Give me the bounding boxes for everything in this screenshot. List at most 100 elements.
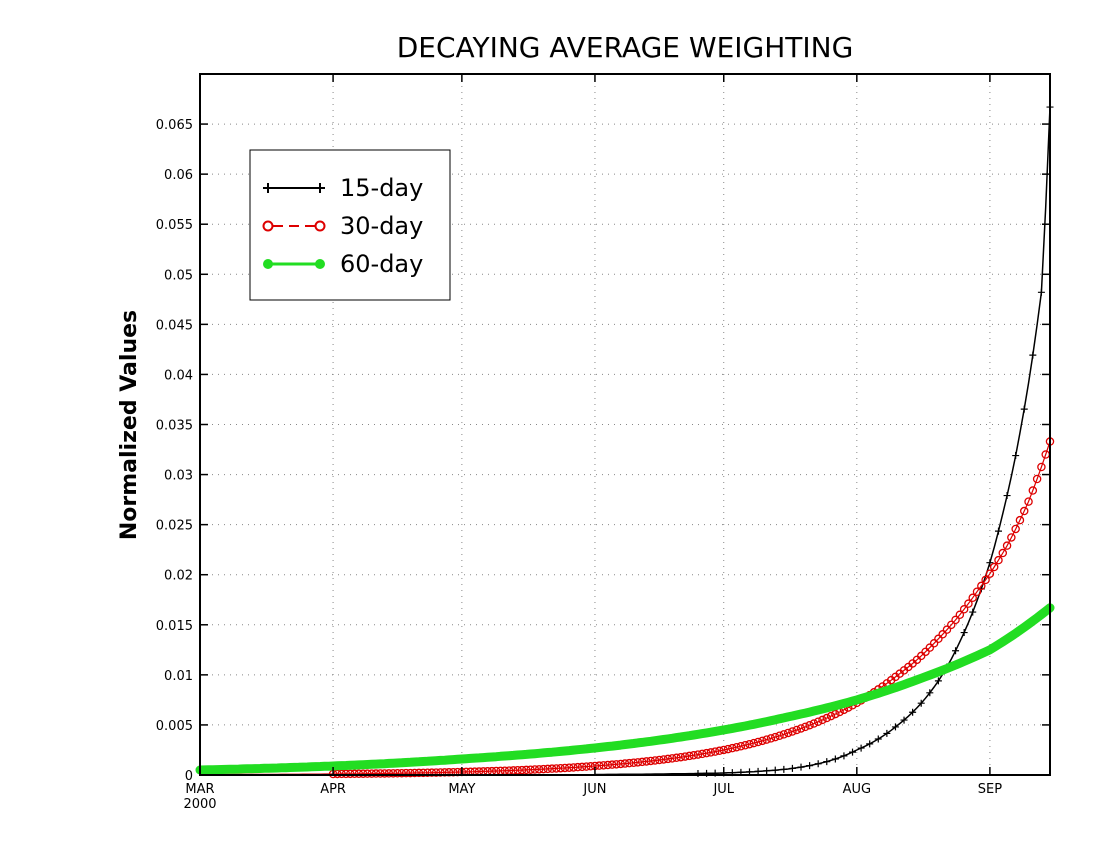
y-tick-label: 0.02 xyxy=(164,569,193,584)
series-point xyxy=(831,709,840,719)
series-point xyxy=(564,763,574,772)
series-point xyxy=(766,734,776,743)
series-point xyxy=(813,717,823,727)
series-point xyxy=(959,605,969,614)
series-point xyxy=(706,748,716,757)
series-point xyxy=(436,768,445,777)
series-point xyxy=(1020,405,1028,413)
series-point xyxy=(698,749,707,759)
series-point xyxy=(780,765,788,773)
series-point xyxy=(719,745,728,755)
series-point xyxy=(655,755,664,765)
series-point xyxy=(616,759,625,769)
series-point xyxy=(788,727,797,736)
series-point xyxy=(960,629,968,637)
series-point xyxy=(672,753,681,763)
series-point xyxy=(1032,474,1042,484)
series-point xyxy=(1003,492,1011,500)
x-tick-label: APR xyxy=(320,782,346,797)
series-point xyxy=(607,760,617,769)
series-point xyxy=(513,765,522,775)
series-point xyxy=(410,768,419,778)
series-point xyxy=(427,768,437,777)
series-point xyxy=(393,769,402,778)
series-point xyxy=(552,764,561,773)
grid xyxy=(200,74,1050,775)
series-point xyxy=(753,737,763,747)
series-point xyxy=(917,699,925,707)
series-point xyxy=(710,747,720,756)
y-tick-label: 0.03 xyxy=(164,469,193,484)
series-point xyxy=(754,767,762,775)
y-tick-label: 0.005 xyxy=(156,719,193,734)
series-point xyxy=(840,752,848,760)
series-point xyxy=(818,715,827,725)
series-point xyxy=(388,769,398,778)
y-tick-label: 0.05 xyxy=(164,268,193,283)
series-point xyxy=(715,746,724,756)
series-point xyxy=(857,744,865,752)
y-tick-label: 0.035 xyxy=(156,419,193,434)
y-tick-label: 0.015 xyxy=(156,619,193,634)
series-point xyxy=(406,768,415,778)
series-point xyxy=(762,735,771,744)
legend-marker xyxy=(262,220,274,232)
series-point xyxy=(663,754,673,764)
series-point xyxy=(384,769,394,778)
series-point xyxy=(423,768,432,778)
series-point xyxy=(934,634,943,644)
series-point xyxy=(831,755,839,763)
series-point xyxy=(866,740,874,748)
series-point xyxy=(341,769,351,779)
series-point xyxy=(934,677,942,685)
series-point xyxy=(693,750,703,759)
series-point xyxy=(797,763,805,771)
series-point xyxy=(517,765,527,775)
series-point xyxy=(925,643,935,652)
y-axis-label: Normalized Values xyxy=(117,310,142,540)
series-point xyxy=(921,647,930,657)
series-point xyxy=(723,744,733,754)
series-point xyxy=(951,615,960,625)
series-point xyxy=(667,754,677,763)
series-point xyxy=(547,764,557,773)
series-point xyxy=(883,729,891,737)
series-point xyxy=(539,764,548,774)
x-tick-label: JUN xyxy=(582,782,606,797)
legend-label: 30-day xyxy=(340,212,423,240)
series-point xyxy=(577,762,587,772)
series-point xyxy=(637,757,647,767)
series-point xyxy=(401,768,411,778)
series-point xyxy=(376,769,385,778)
series-point xyxy=(849,748,857,756)
series-point xyxy=(955,610,965,620)
series-point xyxy=(1002,541,1012,550)
legend-box xyxy=(249,149,451,301)
series-point xyxy=(689,751,698,760)
series-point xyxy=(758,736,767,746)
series-point xyxy=(642,757,651,766)
series-point xyxy=(1011,524,1020,534)
y-tick-label: 0.06 xyxy=(164,168,193,183)
series-point xyxy=(612,760,621,769)
series-point xyxy=(414,768,424,778)
series-point xyxy=(740,740,750,750)
series-point xyxy=(569,763,578,772)
series-point xyxy=(806,762,814,770)
series-point xyxy=(1019,506,1029,516)
series-point xyxy=(560,763,570,773)
series-point xyxy=(543,764,552,774)
series-point xyxy=(418,768,428,778)
x-tick-label: AUG xyxy=(843,782,871,797)
series-point xyxy=(938,630,947,639)
series-point xyxy=(775,731,784,741)
series-point xyxy=(526,765,535,774)
series-point xyxy=(625,758,634,768)
series-point xyxy=(985,569,995,578)
series-line xyxy=(195,603,1055,775)
series-point xyxy=(900,716,908,724)
series-point xyxy=(556,763,565,773)
series-point xyxy=(998,548,1008,558)
series-point xyxy=(440,768,449,777)
